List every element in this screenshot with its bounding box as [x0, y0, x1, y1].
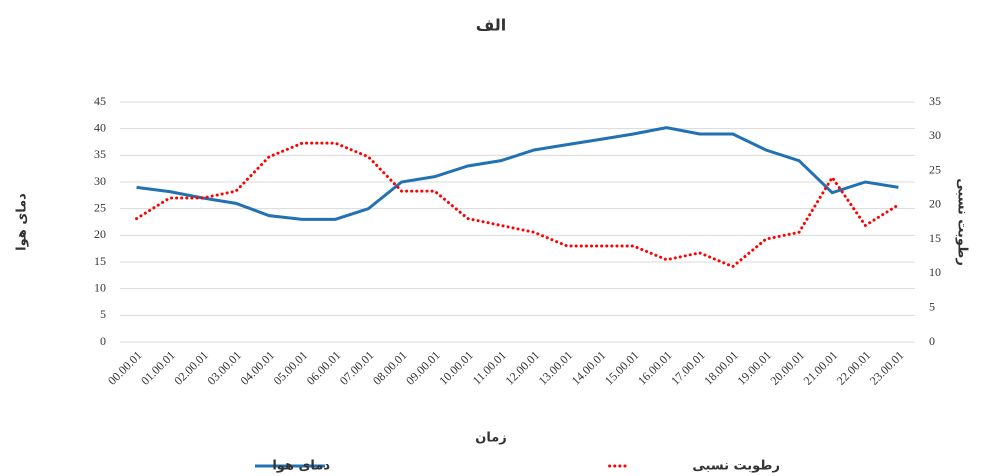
x-tick-label: 01.00.01	[138, 348, 178, 388]
y-tick-label: 40	[94, 120, 106, 134]
x-tick-label: 05.00.01	[271, 348, 311, 388]
x-tick-label: 14.00.01	[569, 348, 609, 388]
y2-tick-label: 35	[929, 94, 941, 108]
y2-tick-label: 10	[929, 265, 941, 279]
y-tick-label: 45	[94, 94, 106, 108]
y-tick-label: 20	[94, 227, 106, 241]
x-tick-label: 04.00.01	[238, 348, 278, 388]
x-tick-label: 20.00.01	[768, 348, 808, 388]
y-tick-label: 35	[94, 147, 106, 161]
y2-tick-label: 0	[929, 334, 935, 348]
x-tick-label: 17.00.01	[668, 348, 708, 388]
legend-label: دمای هوا	[272, 459, 330, 474]
y-tick-label: 10	[94, 280, 106, 294]
chart-title: الف	[476, 16, 507, 35]
y-axis-label: دمای هوا	[15, 193, 30, 251]
x-tick-label: 18.00.01	[701, 348, 741, 388]
x-tick-label: 03.00.01	[204, 348, 244, 388]
x-tick-label: 22.00.01	[834, 348, 874, 388]
x-axis-label: زمان	[475, 431, 507, 446]
y-tick-label: 5	[100, 307, 106, 321]
y2-tick-label: 25	[929, 162, 941, 176]
x-tick-label: 10.00.01	[436, 348, 476, 388]
x-tick-label: 21.00.01	[801, 348, 841, 388]
y2-tick-label: 15	[929, 231, 941, 245]
y-tick-label: 25	[94, 200, 106, 214]
y2-tick-label: 5	[929, 299, 935, 313]
x-tick-label: 11.00.01	[470, 348, 509, 387]
x-tick-label: 00.00.01	[105, 348, 145, 388]
y-tick-label: 15	[94, 254, 106, 268]
y-tick-label: 0	[100, 334, 106, 348]
series-line	[136, 126, 899, 221]
x-tick-label: 02.00.01	[171, 348, 211, 388]
x-tick-label: 08.00.01	[370, 348, 410, 388]
y2-axis-label: رطوبت نسبی	[955, 178, 970, 266]
x-tick-label: 07.00.01	[337, 348, 377, 388]
x-tick-label: 23.00.01	[867, 348, 907, 388]
x-tick-label: 19.00.01	[734, 348, 774, 388]
x-tick-label: 13.00.01	[536, 348, 576, 388]
y2-tick-label: 20	[929, 197, 941, 211]
y2-tick-label: 30	[929, 128, 941, 142]
x-tick-label: 09.00.01	[403, 348, 443, 388]
x-tick-label: 12.00.01	[503, 348, 543, 388]
y-tick-label: 30	[94, 174, 106, 188]
series-line	[135, 141, 900, 269]
x-tick-label: 15.00.01	[602, 348, 642, 388]
legend-label: رطوبت نسبی	[692, 459, 780, 474]
x-tick-label: 06.00.01	[304, 348, 344, 388]
x-tick-label: 16.00.01	[635, 348, 675, 388]
